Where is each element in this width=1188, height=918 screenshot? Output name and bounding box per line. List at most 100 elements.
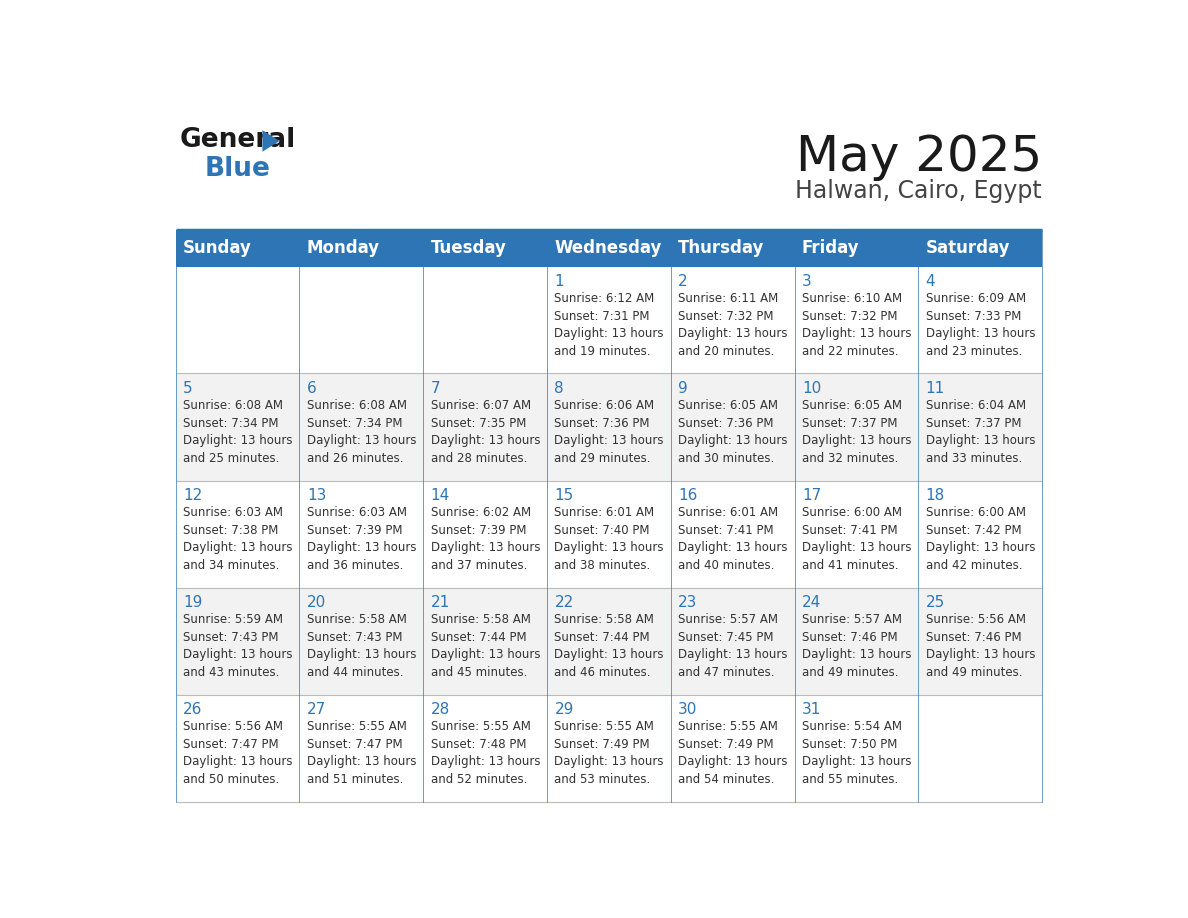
Text: 7: 7: [430, 381, 441, 396]
Bar: [176, 480, 299, 588]
Text: Tuesday: Tuesday: [430, 239, 506, 257]
Bar: [671, 374, 795, 480]
Text: 24: 24: [802, 595, 821, 610]
Bar: [671, 230, 795, 266]
Bar: [423, 695, 546, 801]
Text: Sunrise: 5:57 AM
Sunset: 7:46 PM
Daylight: 13 hours
and 49 minutes.: Sunrise: 5:57 AM Sunset: 7:46 PM Dayligh…: [802, 613, 911, 678]
Bar: [423, 266, 546, 374]
Text: Sunrise: 6:03 AM
Sunset: 7:38 PM
Daylight: 13 hours
and 34 minutes.: Sunrise: 6:03 AM Sunset: 7:38 PM Dayligh…: [183, 506, 292, 572]
Bar: [423, 480, 546, 588]
Text: Sunrise: 6:05 AM
Sunset: 7:37 PM
Daylight: 13 hours
and 32 minutes.: Sunrise: 6:05 AM Sunset: 7:37 PM Dayligh…: [802, 399, 911, 465]
Bar: [671, 266, 795, 374]
Text: Sunrise: 5:56 AM
Sunset: 7:46 PM
Daylight: 13 hours
and 49 minutes.: Sunrise: 5:56 AM Sunset: 7:46 PM Dayligh…: [925, 613, 1035, 678]
Bar: [176, 230, 299, 266]
Bar: [795, 266, 918, 374]
Text: 30: 30: [678, 702, 697, 717]
Bar: [299, 266, 423, 374]
Text: Sunrise: 6:12 AM
Sunset: 7:31 PM
Daylight: 13 hours
and 19 minutes.: Sunrise: 6:12 AM Sunset: 7:31 PM Dayligh…: [555, 292, 664, 358]
Text: 12: 12: [183, 488, 202, 503]
Text: May 2025: May 2025: [796, 133, 1042, 181]
Text: Sunrise: 6:01 AM
Sunset: 7:40 PM
Daylight: 13 hours
and 38 minutes.: Sunrise: 6:01 AM Sunset: 7:40 PM Dayligh…: [555, 506, 664, 572]
Text: 19: 19: [183, 595, 202, 610]
Text: Sunday: Sunday: [183, 239, 252, 257]
Bar: [423, 588, 546, 695]
Text: Sunrise: 5:55 AM
Sunset: 7:49 PM
Daylight: 13 hours
and 53 minutes.: Sunrise: 5:55 AM Sunset: 7:49 PM Dayligh…: [555, 721, 664, 786]
Text: 14: 14: [430, 488, 450, 503]
Text: 16: 16: [678, 488, 697, 503]
Text: 27: 27: [307, 702, 326, 717]
Bar: [918, 374, 1042, 480]
Text: Sunrise: 5:58 AM
Sunset: 7:44 PM
Daylight: 13 hours
and 45 minutes.: Sunrise: 5:58 AM Sunset: 7:44 PM Dayligh…: [430, 613, 541, 678]
Text: Sunrise: 6:02 AM
Sunset: 7:39 PM
Daylight: 13 hours
and 37 minutes.: Sunrise: 6:02 AM Sunset: 7:39 PM Dayligh…: [430, 506, 541, 572]
Bar: [176, 695, 299, 801]
Text: Saturday: Saturday: [925, 239, 1010, 257]
Bar: [176, 588, 299, 695]
Text: Sunrise: 5:59 AM
Sunset: 7:43 PM
Daylight: 13 hours
and 43 minutes.: Sunrise: 5:59 AM Sunset: 7:43 PM Dayligh…: [183, 613, 292, 678]
Text: 5: 5: [183, 381, 192, 396]
Text: General: General: [179, 127, 296, 153]
Text: 18: 18: [925, 488, 944, 503]
Text: 10: 10: [802, 381, 821, 396]
Bar: [795, 230, 918, 266]
Bar: [671, 588, 795, 695]
Bar: [546, 266, 671, 374]
Text: 15: 15: [555, 488, 574, 503]
Bar: [671, 480, 795, 588]
Text: Monday: Monday: [307, 239, 380, 257]
Bar: [423, 230, 546, 266]
Text: Sunrise: 5:55 AM
Sunset: 7:48 PM
Daylight: 13 hours
and 52 minutes.: Sunrise: 5:55 AM Sunset: 7:48 PM Dayligh…: [430, 721, 541, 786]
Bar: [546, 588, 671, 695]
Text: 8: 8: [555, 381, 564, 396]
Bar: [423, 374, 546, 480]
Text: Sunrise: 6:08 AM
Sunset: 7:34 PM
Daylight: 13 hours
and 25 minutes.: Sunrise: 6:08 AM Sunset: 7:34 PM Dayligh…: [183, 399, 292, 465]
Text: Halwan, Cairo, Egypt: Halwan, Cairo, Egypt: [795, 179, 1042, 204]
Text: 2: 2: [678, 274, 688, 289]
Bar: [176, 374, 299, 480]
Bar: [546, 480, 671, 588]
Text: 20: 20: [307, 595, 326, 610]
Bar: [918, 266, 1042, 374]
Bar: [795, 374, 918, 480]
Text: Sunrise: 5:58 AM
Sunset: 7:43 PM
Daylight: 13 hours
and 44 minutes.: Sunrise: 5:58 AM Sunset: 7:43 PM Dayligh…: [307, 613, 416, 678]
Bar: [795, 480, 918, 588]
Text: Sunrise: 5:58 AM
Sunset: 7:44 PM
Daylight: 13 hours
and 46 minutes.: Sunrise: 5:58 AM Sunset: 7:44 PM Dayligh…: [555, 613, 664, 678]
Text: 22: 22: [555, 595, 574, 610]
Text: 28: 28: [430, 702, 450, 717]
Text: Sunrise: 5:55 AM
Sunset: 7:47 PM
Daylight: 13 hours
and 51 minutes.: Sunrise: 5:55 AM Sunset: 7:47 PM Dayligh…: [307, 721, 416, 786]
Bar: [918, 230, 1042, 266]
Text: Sunrise: 6:01 AM
Sunset: 7:41 PM
Daylight: 13 hours
and 40 minutes.: Sunrise: 6:01 AM Sunset: 7:41 PM Dayligh…: [678, 506, 788, 572]
Text: Blue: Blue: [206, 156, 271, 183]
Bar: [671, 695, 795, 801]
Bar: [918, 480, 1042, 588]
Text: 1: 1: [555, 274, 564, 289]
Text: Sunrise: 6:05 AM
Sunset: 7:36 PM
Daylight: 13 hours
and 30 minutes.: Sunrise: 6:05 AM Sunset: 7:36 PM Dayligh…: [678, 399, 788, 465]
Text: 11: 11: [925, 381, 944, 396]
Text: Sunrise: 6:00 AM
Sunset: 7:41 PM
Daylight: 13 hours
and 41 minutes.: Sunrise: 6:00 AM Sunset: 7:41 PM Dayligh…: [802, 506, 911, 572]
Bar: [299, 588, 423, 695]
Bar: [299, 695, 423, 801]
Text: Sunrise: 6:00 AM
Sunset: 7:42 PM
Daylight: 13 hours
and 42 minutes.: Sunrise: 6:00 AM Sunset: 7:42 PM Dayligh…: [925, 506, 1035, 572]
Text: Sunrise: 6:06 AM
Sunset: 7:36 PM
Daylight: 13 hours
and 29 minutes.: Sunrise: 6:06 AM Sunset: 7:36 PM Dayligh…: [555, 399, 664, 465]
Text: Sunrise: 5:55 AM
Sunset: 7:49 PM
Daylight: 13 hours
and 54 minutes.: Sunrise: 5:55 AM Sunset: 7:49 PM Dayligh…: [678, 721, 788, 786]
Bar: [546, 230, 671, 266]
Text: 17: 17: [802, 488, 821, 503]
Bar: [299, 230, 423, 266]
Text: Sunrise: 5:56 AM
Sunset: 7:47 PM
Daylight: 13 hours
and 50 minutes.: Sunrise: 5:56 AM Sunset: 7:47 PM Dayligh…: [183, 721, 292, 786]
Bar: [546, 374, 671, 480]
Text: 9: 9: [678, 381, 688, 396]
Bar: [918, 695, 1042, 801]
Text: 23: 23: [678, 595, 697, 610]
Text: 4: 4: [925, 274, 935, 289]
Text: Thursday: Thursday: [678, 239, 765, 257]
Text: Sunrise: 6:11 AM
Sunset: 7:32 PM
Daylight: 13 hours
and 20 minutes.: Sunrise: 6:11 AM Sunset: 7:32 PM Dayligh…: [678, 292, 788, 358]
Bar: [918, 588, 1042, 695]
Text: Sunrise: 6:09 AM
Sunset: 7:33 PM
Daylight: 13 hours
and 23 minutes.: Sunrise: 6:09 AM Sunset: 7:33 PM Dayligh…: [925, 292, 1035, 358]
Text: Wednesday: Wednesday: [555, 239, 662, 257]
Polygon shape: [263, 130, 279, 151]
Text: 29: 29: [555, 702, 574, 717]
Text: 3: 3: [802, 274, 811, 289]
Text: Sunrise: 6:08 AM
Sunset: 7:34 PM
Daylight: 13 hours
and 26 minutes.: Sunrise: 6:08 AM Sunset: 7:34 PM Dayligh…: [307, 399, 416, 465]
Text: Sunrise: 6:03 AM
Sunset: 7:39 PM
Daylight: 13 hours
and 36 minutes.: Sunrise: 6:03 AM Sunset: 7:39 PM Dayligh…: [307, 506, 416, 572]
Bar: [299, 374, 423, 480]
Text: 6: 6: [307, 381, 316, 396]
